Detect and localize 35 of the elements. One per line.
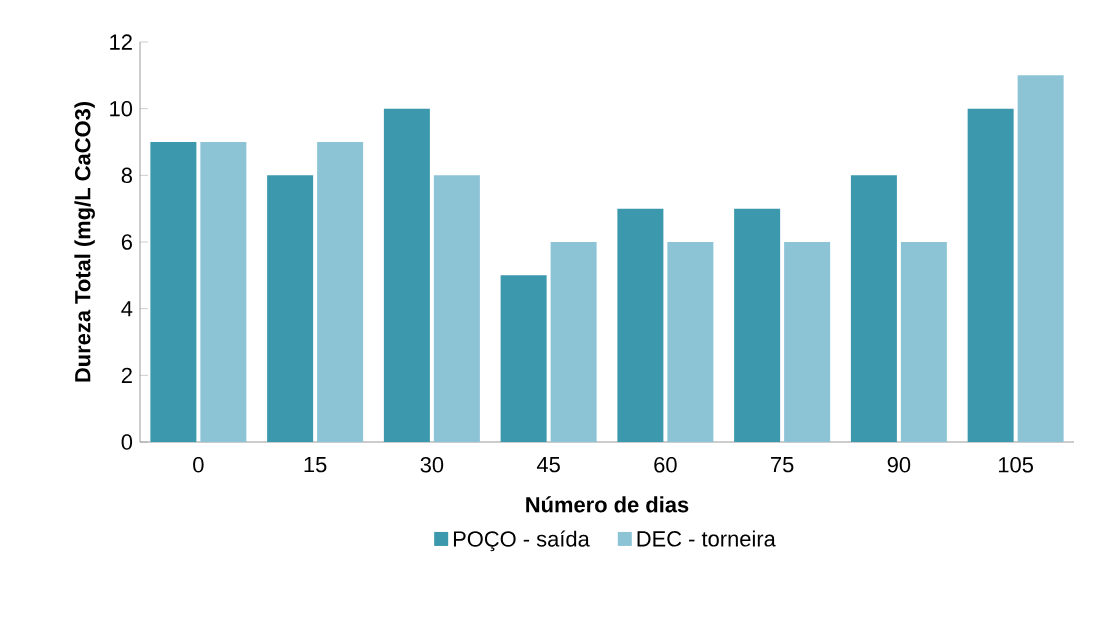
y-tick-label: 10 xyxy=(110,100,133,117)
bar xyxy=(267,175,314,442)
y-tick-label: 12 xyxy=(110,34,132,50)
x-tick-label: 45 xyxy=(536,457,560,473)
bar xyxy=(500,275,547,442)
bar xyxy=(150,142,197,442)
bar xyxy=(433,175,480,442)
x-tick-label: 60 xyxy=(654,457,677,473)
x-tick-label: 15 xyxy=(304,457,327,473)
x-tick-label: 90 xyxy=(887,457,911,473)
bar xyxy=(1017,75,1064,442)
bar xyxy=(734,208,781,442)
bar xyxy=(967,108,1014,442)
bar xyxy=(900,242,947,442)
x-axis-title: Número de dias xyxy=(526,496,689,513)
bar xyxy=(617,208,664,442)
y-tick-label: 2 xyxy=(121,367,132,383)
bar xyxy=(784,242,831,442)
bar xyxy=(850,175,897,442)
bar xyxy=(667,242,714,442)
y-tick-label: 4 xyxy=(121,301,133,317)
y-axis-title: Dureza Total (mg/L CaCO3) xyxy=(74,102,95,382)
y-tick-label: 0 xyxy=(121,434,133,450)
x-tick-label: 105 xyxy=(999,457,1033,473)
bar xyxy=(550,242,597,442)
legend-label: DEC - torneira xyxy=(637,530,776,547)
bar xyxy=(383,108,430,442)
y-tick-label: 8 xyxy=(121,167,132,184)
bar xyxy=(200,142,247,442)
x-tick-label: 75 xyxy=(771,457,794,473)
bar xyxy=(317,142,364,442)
x-tick-label: 30 xyxy=(420,457,444,473)
x-tick-label: 0 xyxy=(193,457,204,473)
legend-label: POÇO - saída xyxy=(453,530,590,552)
y-tick-label: 6 xyxy=(121,234,132,250)
